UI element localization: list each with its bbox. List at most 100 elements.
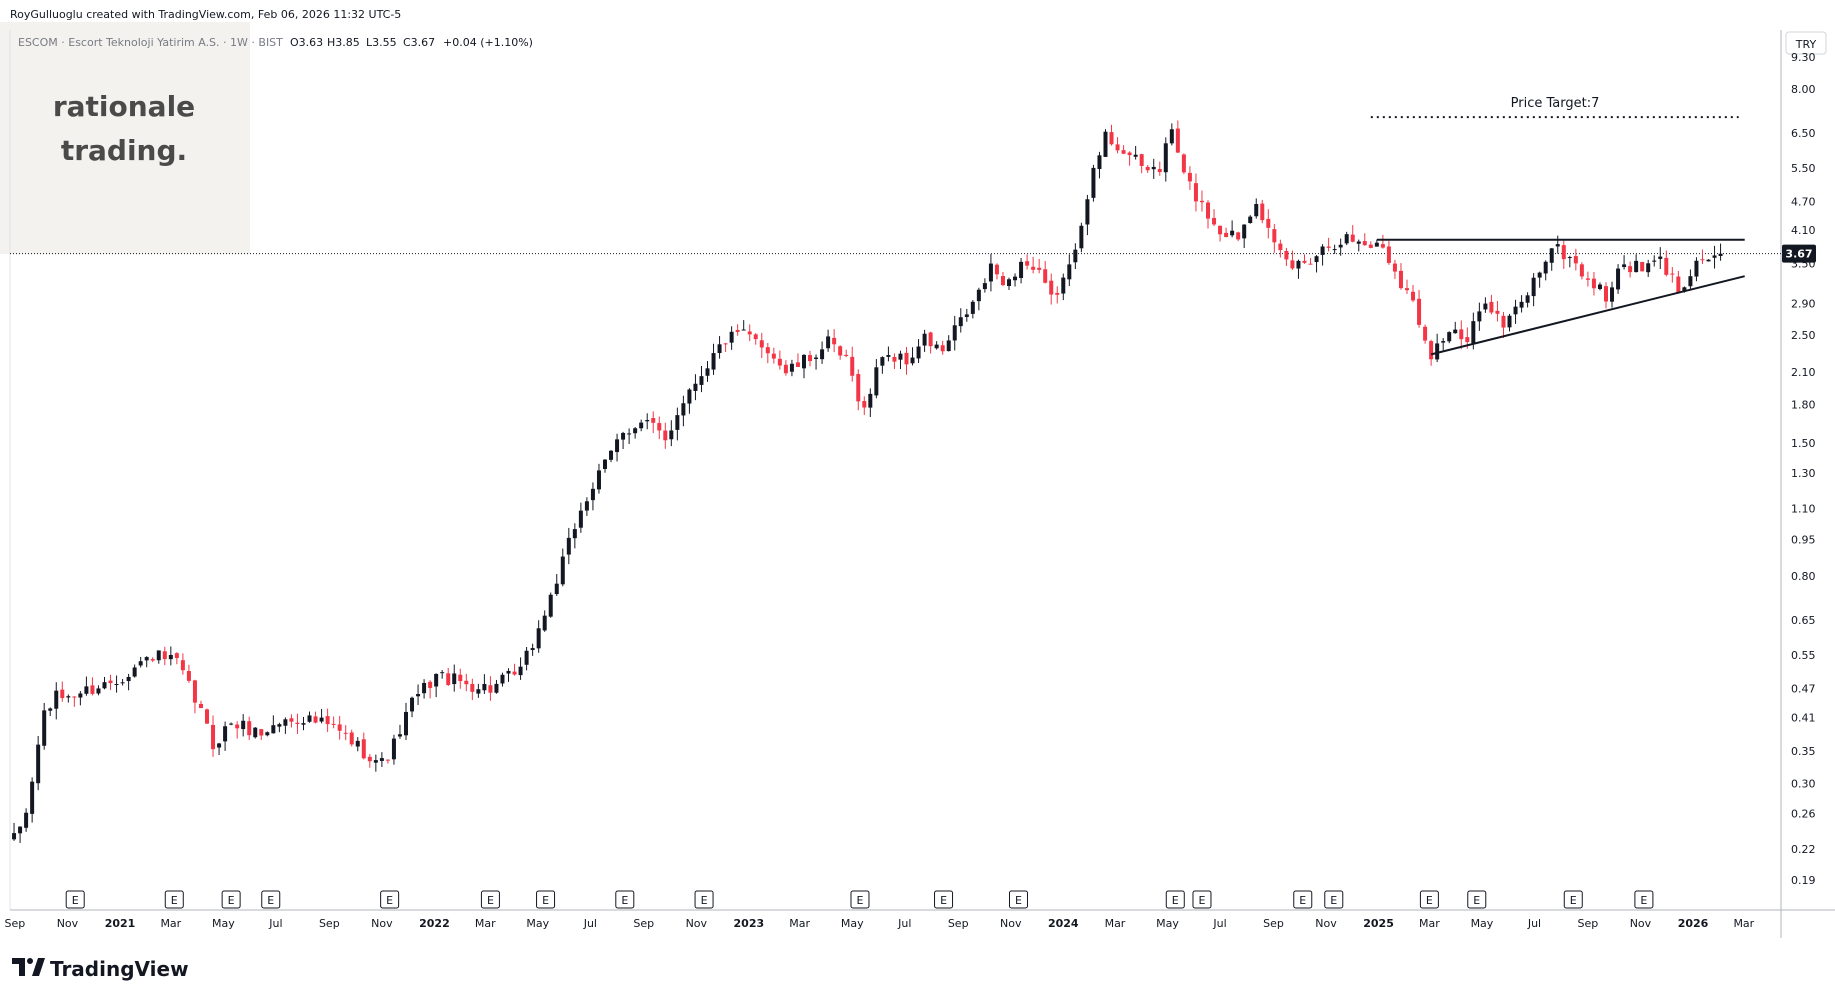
candle-body bbox=[904, 352, 909, 365]
candle-body bbox=[1549, 248, 1554, 263]
earnings-marker[interactable]: E bbox=[1467, 890, 1487, 909]
candle-body bbox=[934, 344, 939, 349]
candle-body bbox=[192, 680, 197, 703]
watermark-line-2: trading. bbox=[61, 134, 187, 167]
earnings-marker[interactable]: E bbox=[1419, 890, 1439, 909]
time-tick-label: Jul bbox=[268, 917, 282, 930]
earnings-marker[interactable]: E bbox=[1563, 890, 1583, 909]
earnings-marker[interactable]: E bbox=[1324, 890, 1344, 909]
candle-body bbox=[410, 697, 415, 712]
candle-body bbox=[1652, 260, 1657, 262]
candle-body bbox=[1658, 256, 1663, 259]
candle-body bbox=[1628, 266, 1633, 273]
time-axis[interactable]: Sep Nov 2021 Mar May Jul Sep Nov 2022 Mar May Jul Se… bbox=[5, 917, 1755, 930]
time-tick-label: 2025 bbox=[1363, 917, 1394, 930]
candle-body bbox=[120, 682, 125, 684]
price-axis[interactable]: 9.308.006.505.504.704.103.502.902.502.10… bbox=[1791, 51, 1816, 887]
candle-body bbox=[868, 393, 873, 408]
candle-body bbox=[765, 347, 770, 354]
instrument-legend[interactable]: ESCOM · Escort Teknoloji Yatirim A.S. · … bbox=[18, 36, 533, 49]
earnings-marker[interactable]: E bbox=[536, 890, 556, 909]
candle-body bbox=[1676, 276, 1681, 293]
candle-body bbox=[1374, 242, 1379, 247]
price-target-label[interactable]: Price Target:7 bbox=[1511, 96, 1600, 111]
earnings-marker[interactable]: E bbox=[1165, 890, 1185, 909]
candle-body bbox=[512, 671, 517, 675]
time-tick-label: Nov bbox=[57, 917, 79, 930]
price-tick-label: 9.30 bbox=[1791, 51, 1816, 64]
earnings-marker[interactable]: E bbox=[850, 890, 870, 909]
candle-body bbox=[1037, 267, 1042, 270]
earnings-marker-box bbox=[1008, 890, 1028, 909]
earnings-marker-label: E bbox=[228, 894, 235, 907]
candle-body bbox=[1025, 261, 1030, 266]
earnings-marker[interactable]: E bbox=[615, 890, 635, 909]
earnings-marker[interactable]: E bbox=[694, 890, 714, 909]
earnings-marker-box bbox=[934, 890, 954, 909]
candle-body bbox=[1682, 287, 1687, 292]
candle-body bbox=[560, 556, 565, 585]
candle-body bbox=[108, 680, 113, 684]
candle-body bbox=[1169, 129, 1174, 144]
earnings-marker[interactable]: E bbox=[1293, 890, 1313, 909]
candle-body bbox=[1157, 168, 1162, 173]
candle-body bbox=[820, 349, 825, 360]
candle-body bbox=[1230, 230, 1235, 236]
earnings-marker[interactable]: E bbox=[1634, 890, 1654, 909]
candle-body bbox=[48, 708, 53, 711]
ohlc-open: O3.63 bbox=[290, 36, 323, 49]
candle-body bbox=[524, 650, 529, 665]
support-trendline[interactable] bbox=[1430, 275, 1745, 356]
time-tick-label: Sep bbox=[319, 917, 340, 930]
candle-body bbox=[747, 331, 752, 335]
candle-body bbox=[198, 703, 203, 709]
candle-body bbox=[1296, 260, 1301, 269]
currency-label: TRY bbox=[1795, 38, 1817, 51]
earnings-marker-box bbox=[1324, 890, 1344, 909]
candle-body bbox=[138, 661, 143, 666]
earnings-marker[interactable]: E bbox=[65, 890, 85, 909]
candle-body bbox=[729, 331, 734, 343]
candle-body bbox=[229, 723, 234, 725]
candle-body bbox=[325, 716, 330, 725]
candle-body bbox=[1513, 306, 1518, 315]
earnings-marker[interactable]: E bbox=[1008, 890, 1028, 909]
time-tick-label: 2026 bbox=[1678, 917, 1709, 930]
candle-body bbox=[337, 724, 342, 731]
tradingview-logo[interactable]: TradingView bbox=[12, 957, 189, 981]
candle-body bbox=[313, 716, 318, 723]
candle-body bbox=[1067, 264, 1072, 280]
candle-body bbox=[801, 354, 806, 369]
currency-button[interactable]: TRY bbox=[1785, 31, 1827, 55]
candle-body bbox=[1218, 225, 1223, 235]
earnings-marker[interactable]: E bbox=[1192, 890, 1212, 909]
candle-body bbox=[1109, 132, 1114, 145]
drawings-layer[interactable] bbox=[1370, 116, 1745, 356]
candle-body bbox=[404, 711, 408, 736]
candle-body bbox=[916, 346, 921, 359]
earnings-marker[interactable]: E bbox=[261, 890, 281, 909]
earnings-marker[interactable]: E bbox=[934, 890, 954, 909]
earnings-marker[interactable]: E bbox=[380, 890, 400, 909]
candle-body bbox=[361, 739, 366, 759]
candle-body bbox=[1344, 234, 1349, 244]
candle-body bbox=[681, 403, 686, 416]
candle-body bbox=[645, 420, 650, 422]
candle-body bbox=[1055, 292, 1060, 295]
candle-body bbox=[385, 759, 390, 761]
time-tick-label: Jul bbox=[897, 917, 911, 930]
candle-body bbox=[1561, 245, 1566, 260]
candle-body bbox=[735, 330, 740, 332]
candle-body bbox=[452, 673, 457, 685]
candle-body bbox=[295, 722, 300, 725]
earnings-marker[interactable]: E bbox=[221, 890, 241, 909]
earnings-marker-box bbox=[1165, 890, 1185, 909]
candle-body bbox=[283, 719, 288, 726]
candle-body bbox=[397, 734, 402, 737]
earnings-marker[interactable]: E bbox=[164, 890, 184, 909]
time-tick-label: Mar bbox=[160, 917, 181, 930]
candle-body bbox=[1495, 310, 1500, 314]
earnings-marker[interactable]: E bbox=[480, 890, 500, 909]
